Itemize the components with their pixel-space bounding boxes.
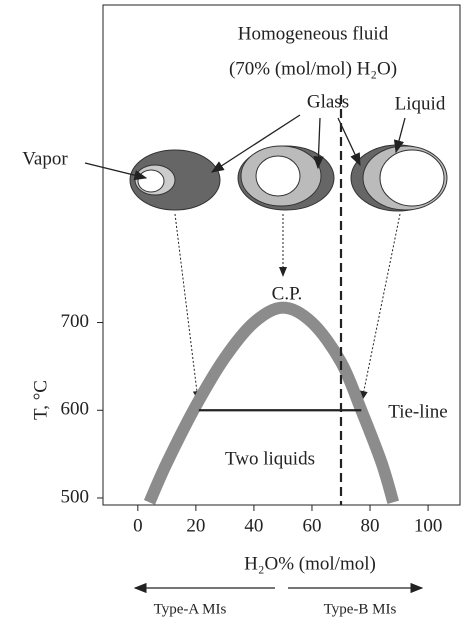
phase-label: Glass — [307, 91, 349, 112]
inclusion-cp — [237, 145, 335, 211]
x-tick-label: 20 — [186, 515, 205, 536]
x-tick-label: 0 — [133, 515, 143, 536]
plot-area — [143, 301, 400, 505]
dotted-arrows — [174, 213, 401, 401]
direction-label: Type-A MIs — [154, 601, 227, 617]
cp-label: C.P. — [272, 283, 303, 304]
y-axis-label: T, °C — [30, 380, 51, 420]
phase-label: Liquid — [395, 93, 446, 114]
phase-boundary — [143, 301, 400, 505]
x-tick-label: 100 — [414, 515, 443, 536]
tie-line-label: Tie-line — [388, 401, 447, 422]
y-tick-label: 700 — [61, 311, 90, 332]
inclusion-b — [350, 144, 448, 212]
inclusion-a — [129, 149, 221, 211]
direction-label: Type-B MIs — [324, 601, 397, 617]
subtitle: (70% (mol/mol) H₂O) — [229, 58, 397, 79]
x-tick-label: 40 — [244, 515, 263, 536]
y-tick-label: 500 — [61, 486, 90, 507]
phase-label: Vapor — [22, 148, 68, 169]
x-tick-label: 80 — [361, 515, 380, 536]
plot-frame — [102, 4, 461, 506]
y-tick-label: 600 — [61, 399, 90, 420]
x-axis-label: H₂O% (mol/mol) — [244, 553, 376, 574]
title: Homogeneous fluid — [238, 23, 389, 44]
region-label: Two liquids — [225, 448, 315, 469]
x-tick-label: 60 — [302, 515, 321, 536]
